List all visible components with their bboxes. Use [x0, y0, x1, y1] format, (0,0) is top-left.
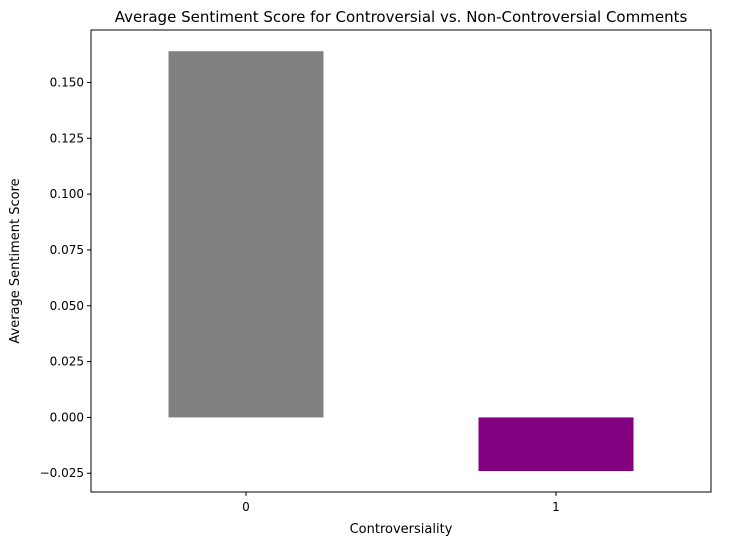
- bar-1: [478, 417, 634, 472]
- bar-0: [168, 51, 324, 418]
- x-tick-label: 0: [242, 500, 250, 514]
- y-tick-label: 0.025: [50, 355, 84, 369]
- x-tick-label: 1: [552, 500, 560, 514]
- y-axis: −0.025 0.000 0.025 0.050 0.075 0.100 0.125 0.15…: [40, 75, 91, 480]
- plot-area: [168, 51, 634, 472]
- y-tick-label: 0.125: [50, 131, 84, 145]
- y-tick-label: 0.150: [50, 75, 84, 89]
- y-axis-label: Average Sentiment Score: [8, 178, 23, 343]
- y-tick-label: 0.000: [50, 410, 84, 424]
- x-axis-label: Controversiality: [350, 522, 453, 537]
- y-tick-label: 0.050: [50, 299, 84, 313]
- plot-frame: [90, 29, 712, 493]
- y-tick-label: 0.100: [50, 187, 84, 201]
- y-tick-label: −0.025: [40, 466, 84, 480]
- y-tick-label: 0.075: [50, 243, 84, 257]
- chart-title: Average Sentiment Score for Controversia…: [115, 8, 688, 26]
